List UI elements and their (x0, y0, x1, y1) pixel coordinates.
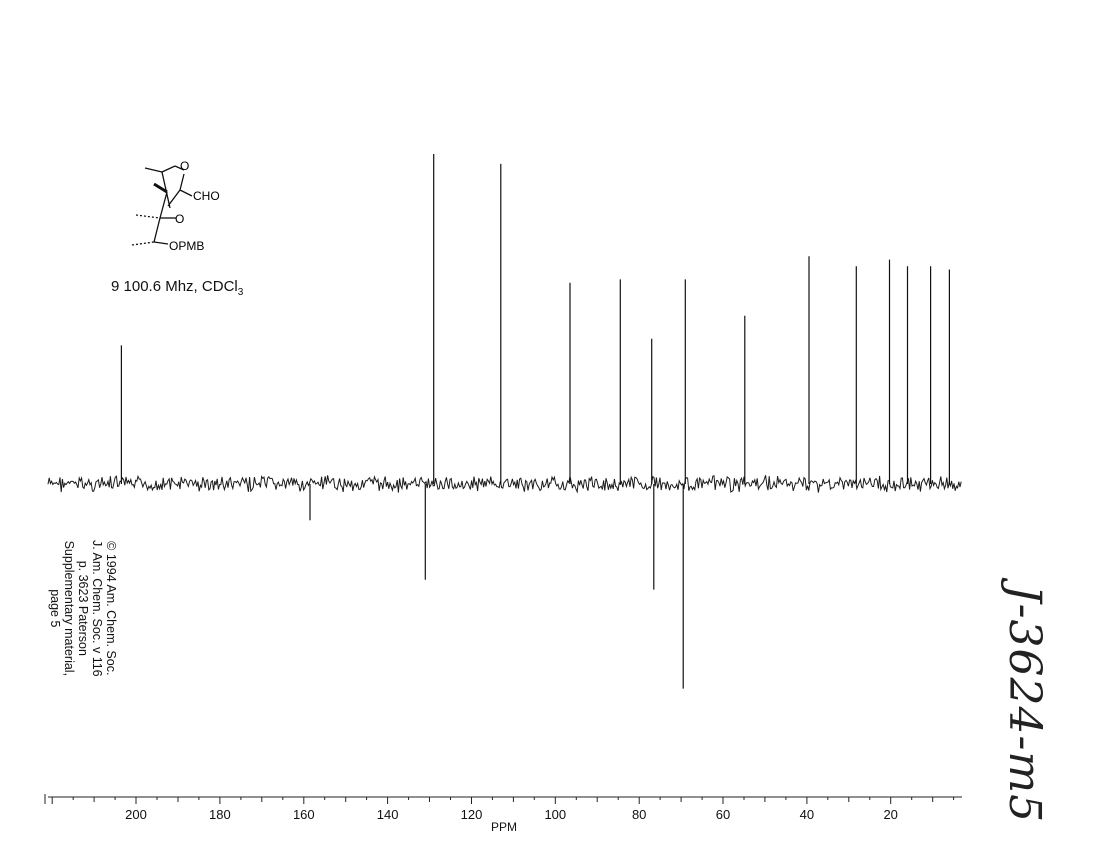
compound-number: 9 (111, 278, 120, 295)
structure-label-o1: O (180, 159, 189, 173)
x-tick-label-120: 120 (461, 807, 483, 822)
handwritten-note: J-3624-m5 (999, 585, 1050, 824)
solvent-subscript: 3 (237, 287, 244, 298)
x-tick-label-140: 140 (377, 807, 399, 822)
structure-label-opmb: OPMB (169, 239, 204, 253)
x-tick-label-60: 60 (716, 807, 730, 822)
x-tick-label-200: 200 (125, 807, 147, 822)
structure-label-o2: O (175, 212, 184, 226)
x-tick-label-160: 160 (293, 807, 315, 822)
x-axis (44, 794, 962, 804)
x-tick-label-80: 80 (632, 807, 646, 822)
supplementary-line: Supplementary material, (62, 540, 76, 677)
baseline-noise-trace (47, 474, 962, 494)
page-number-line: page 5 (48, 589, 62, 628)
frequency-text: 100.6 Mhz, (123, 278, 198, 295)
x-axis-label: PPM (491, 820, 518, 834)
x-tick-label-100: 100 (544, 807, 566, 822)
baseline-noise (47, 474, 962, 494)
peaks-group (120, 154, 951, 689)
solvent-text: CDCl (201, 278, 238, 295)
chemical-structure: O CHO O OPMB (131, 159, 220, 253)
copyright-block: © 1994 Am. Chem. Soc. J. Am. Chem. Soc. … (48, 540, 118, 677)
copyright-line: © 1994 Am. Chem. Soc. (104, 541, 118, 676)
structure-label-cho: CHO (193, 189, 220, 203)
journal-line: J. Am. Chem. Soc. v 116 (90, 540, 104, 677)
x-tick-label-20: 20 (883, 807, 897, 822)
x-tick-labels: 200 180 160 140 120 100 80 60 40 20 (125, 807, 898, 822)
page-ref-line: p. 3623 Paterson (76, 560, 90, 656)
x-tick-label-40: 40 (800, 807, 814, 822)
spectrum-caption: 9 100.6 Mhz, CDCl3 (111, 278, 243, 298)
x-tick-label-180: 180 (209, 807, 231, 822)
